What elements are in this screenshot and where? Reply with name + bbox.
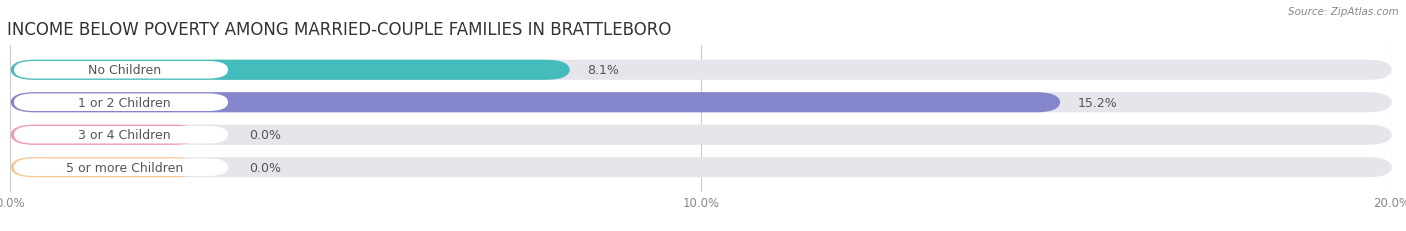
Text: Source: ZipAtlas.com: Source: ZipAtlas.com xyxy=(1288,7,1399,17)
FancyBboxPatch shape xyxy=(10,158,198,177)
Text: 0.0%: 0.0% xyxy=(249,161,281,174)
Text: 1 or 2 Children: 1 or 2 Children xyxy=(79,96,170,109)
FancyBboxPatch shape xyxy=(14,94,228,112)
Text: 8.1%: 8.1% xyxy=(588,64,619,77)
Text: 5 or more Children: 5 or more Children xyxy=(66,161,183,174)
FancyBboxPatch shape xyxy=(10,125,198,145)
Text: 0.0%: 0.0% xyxy=(249,129,281,142)
Text: No Children: No Children xyxy=(89,64,162,77)
FancyBboxPatch shape xyxy=(10,158,1392,177)
FancyBboxPatch shape xyxy=(10,61,569,80)
FancyBboxPatch shape xyxy=(10,93,1060,113)
Text: 15.2%: 15.2% xyxy=(1077,96,1118,109)
FancyBboxPatch shape xyxy=(14,126,228,144)
FancyBboxPatch shape xyxy=(14,159,228,176)
FancyBboxPatch shape xyxy=(14,62,228,79)
FancyBboxPatch shape xyxy=(10,61,1392,80)
FancyBboxPatch shape xyxy=(10,93,1392,113)
FancyBboxPatch shape xyxy=(10,125,1392,145)
Text: 3 or 4 Children: 3 or 4 Children xyxy=(79,129,170,142)
Text: INCOME BELOW POVERTY AMONG MARRIED-COUPLE FAMILIES IN BRATTLEBORO: INCOME BELOW POVERTY AMONG MARRIED-COUPL… xyxy=(7,21,672,39)
